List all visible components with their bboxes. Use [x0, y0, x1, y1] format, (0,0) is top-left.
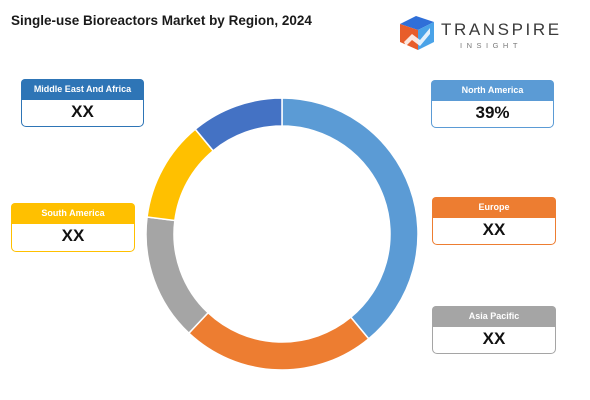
- company-logo: TRANSPIRE INSIGHT: [396, 12, 566, 54]
- callout-value: XX: [71, 102, 94, 121]
- donut-slice-middle-east-and-africa: [194, 97, 283, 152]
- callout-label: Asia Pacific: [432, 306, 556, 327]
- callout-label: Europe: [432, 197, 556, 218]
- callout-value: XX: [482, 220, 506, 239]
- callout-label: Middle East And Africa: [21, 79, 144, 100]
- callout-label: North America: [431, 80, 554, 101]
- logo-name: TRANSPIRE: [441, 20, 562, 39]
- callout-europe: Europe XX: [432, 197, 556, 245]
- callout-north-america: North America 39%: [431, 80, 554, 128]
- callout-middle-east-africa: Middle East And Africa XX: [21, 79, 144, 127]
- callout-south-america: South America XX: [11, 203, 135, 252]
- transpire-logo-icon: [400, 16, 434, 50]
- logo-subtitle: INSIGHT: [460, 41, 522, 50]
- callout-label: South America: [11, 203, 135, 224]
- callout-asia-pacific: Asia Pacific XX: [432, 306, 556, 354]
- donut-slice-asia-pacific: [145, 216, 210, 335]
- donut-slice-north-america: [281, 97, 419, 340]
- callout-value: 39%: [475, 103, 510, 122]
- donut-slice-europe: [187, 311, 370, 371]
- callout-value: XX: [61, 226, 85, 245]
- donut-slice-south-america: [146, 128, 215, 222]
- chart-title: Single-use Bioreactors Market by Region,…: [11, 13, 312, 28]
- callout-value: XX: [482, 329, 506, 348]
